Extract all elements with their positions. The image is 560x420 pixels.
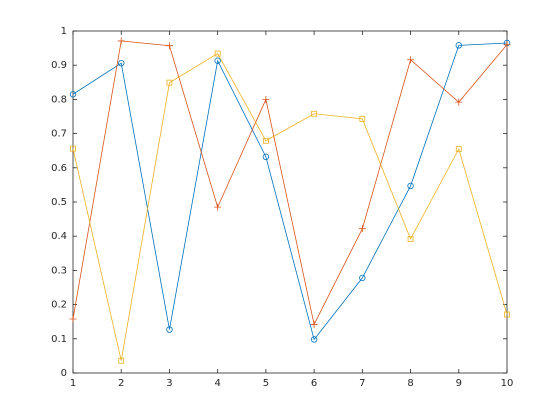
marker xyxy=(69,91,77,98)
marker xyxy=(262,137,269,144)
marker xyxy=(118,357,125,364)
x-tick-label: 7 xyxy=(359,378,365,389)
y-tick-label: 0.8 xyxy=(51,94,67,105)
x-tick-label: 6 xyxy=(311,378,317,389)
x-tick-label: 8 xyxy=(407,378,413,389)
y-tick-label: 0.7 xyxy=(51,129,67,140)
marker xyxy=(118,59,125,67)
marker xyxy=(407,56,415,64)
marker xyxy=(214,57,221,64)
x-tick-label: 10 xyxy=(501,378,514,389)
marker xyxy=(358,225,366,233)
marker xyxy=(214,203,222,211)
marker xyxy=(455,146,462,152)
x-tick-label: 2 xyxy=(118,378,124,389)
x-tick-label: 1 xyxy=(70,378,76,389)
y-tick-label: 0.1 xyxy=(51,334,67,345)
marker xyxy=(214,50,221,57)
series-line xyxy=(72,42,508,341)
marker xyxy=(503,41,511,49)
y-tick-label: 0.3 xyxy=(51,265,67,276)
marker xyxy=(311,110,318,117)
marker xyxy=(504,311,510,318)
marker xyxy=(407,182,414,190)
marker xyxy=(359,274,366,282)
marker xyxy=(262,95,270,103)
x-tick-label: 4 xyxy=(214,378,220,389)
marker xyxy=(455,98,463,106)
marker xyxy=(310,320,318,328)
marker xyxy=(165,42,173,50)
y-tick-label: 1 xyxy=(61,26,67,37)
x-tick-label: 5 xyxy=(263,378,269,389)
y-tick-label: 0.4 xyxy=(51,231,67,242)
marker xyxy=(166,326,173,333)
y-tick-label: 0.5 xyxy=(51,197,67,208)
marker xyxy=(407,236,414,242)
marker xyxy=(166,79,173,86)
marker xyxy=(70,145,76,152)
y-tick-label: 0.2 xyxy=(51,300,67,311)
y-tick-label: 0.6 xyxy=(51,163,67,174)
series-line xyxy=(72,40,508,326)
marker xyxy=(455,42,462,49)
marker xyxy=(359,115,366,122)
y-tick-label: 0 xyxy=(61,368,67,379)
x-tick-label: 9 xyxy=(456,378,462,389)
y-tick-label: 0.9 xyxy=(51,60,67,71)
marker xyxy=(262,153,270,161)
marker xyxy=(310,336,318,343)
axes-box xyxy=(72,30,508,374)
marker xyxy=(117,37,125,45)
x-tick-label: 3 xyxy=(166,378,172,389)
series-line xyxy=(72,53,508,361)
marker xyxy=(69,315,77,323)
